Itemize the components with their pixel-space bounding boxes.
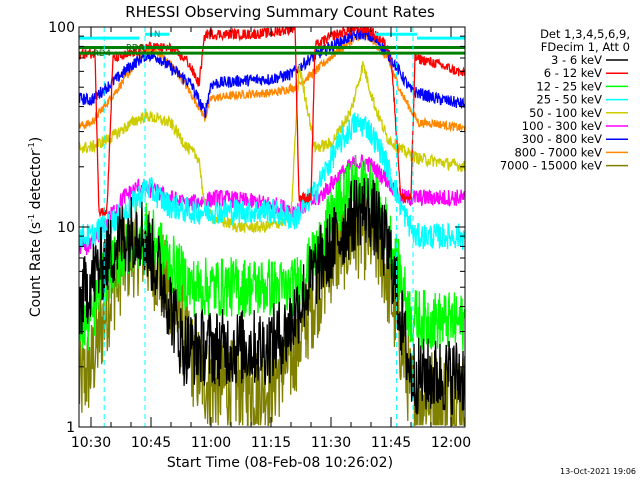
x-tick-label: 11:45 (371, 435, 411, 451)
y-tick-label: 10 (57, 220, 75, 236)
legend-entry: 300 - 800 keV (522, 132, 628, 146)
series-line (79, 61, 465, 235)
series-layer (79, 27, 465, 426)
y-axis: 1 10 100 (48, 20, 465, 436)
x-tick-label: 10:30 (71, 435, 111, 451)
generation-date: 13-Oct-2021 19:06 (560, 467, 636, 476)
legend-entry: 7000 - 15000 keV (500, 159, 628, 173)
legend: Det 1,3,4,5,6,9,FDecim 1, Att 03 - 6 keV… (500, 27, 630, 173)
series-3-6-kev (79, 177, 465, 415)
legend-entry: 12 - 25 keV (536, 79, 628, 93)
chart-title: RHESSI Observing Summary Count Rates (125, 3, 435, 21)
x-tick-label: 12:00 (431, 435, 471, 451)
series-line (79, 112, 465, 251)
legend-label: 12 - 25 keV (536, 79, 602, 93)
legend-label: 7000 - 15000 keV (500, 159, 602, 173)
legend-label: 100 - 300 keV (522, 119, 602, 133)
legend-entry: 100 - 300 keV (522, 119, 628, 133)
legend-header: FDecim 1, Att 0 (541, 40, 630, 54)
legend-label: 800 - 7000 keV (514, 145, 602, 159)
y-axis-label: Count Rate (s-1 detector-1) (27, 137, 44, 317)
dashed-vertical-lines (103, 27, 465, 427)
y-tick-label: 100 (48, 20, 75, 36)
legend-entry: 6 - 12 keV (544, 66, 628, 80)
legend-entry: 25 - 50 keV (536, 93, 628, 107)
legend-label: 50 - 100 keV (529, 106, 602, 120)
legend-label: 3 - 6 keV (551, 53, 602, 67)
x-tick-label: 11:00 (191, 435, 231, 451)
x-tick-label: 11:30 (311, 435, 351, 451)
flag-label-rd4: RD4 (93, 49, 111, 59)
x-tick-label: 11:15 (251, 435, 291, 451)
flag-label-n: N (154, 30, 160, 40)
series-line (79, 155, 465, 351)
legend-label: 300 - 800 keV (522, 132, 602, 146)
flags-layer: RD0 RD4 N (79, 30, 465, 59)
series-50-100-kev (79, 61, 465, 235)
series-25-50-kev (79, 112, 465, 251)
y-tick-label: 1 (66, 420, 75, 436)
x-tick-label: 10:45 (131, 435, 171, 451)
flag-label-rd0: RD0 (126, 43, 144, 53)
legend-entry: 3 - 6 keV (551, 53, 628, 67)
legend-label: 6 - 12 keV (544, 66, 602, 80)
legend-entry: 50 - 100 keV (529, 106, 628, 120)
x-axis-label: Start Time (08-Feb-08 10:26:02) (167, 455, 393, 471)
x-axis: 10:30 10:45 11:00 11:15 11:30 11:45 12:00 (71, 27, 471, 451)
legend-label: 25 - 50 keV (536, 93, 602, 107)
legend-header: Det 1,3,4,5,6,9, (540, 27, 630, 41)
series-12-25-kev (79, 155, 465, 351)
series-line (79, 177, 465, 415)
legend-entry: 800 - 7000 keV (514, 145, 628, 159)
